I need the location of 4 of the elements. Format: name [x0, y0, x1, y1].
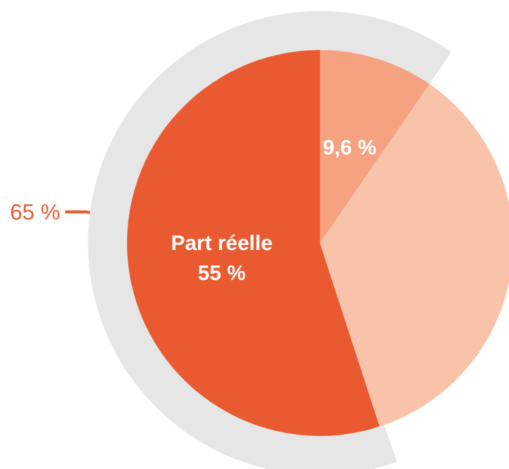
slice-label: Part réelle — [170, 232, 273, 256]
data-label: 9,6 % — [322, 136, 377, 160]
data-label: 65 % — [10, 199, 60, 224]
data-label: 55 % — [198, 262, 246, 286]
